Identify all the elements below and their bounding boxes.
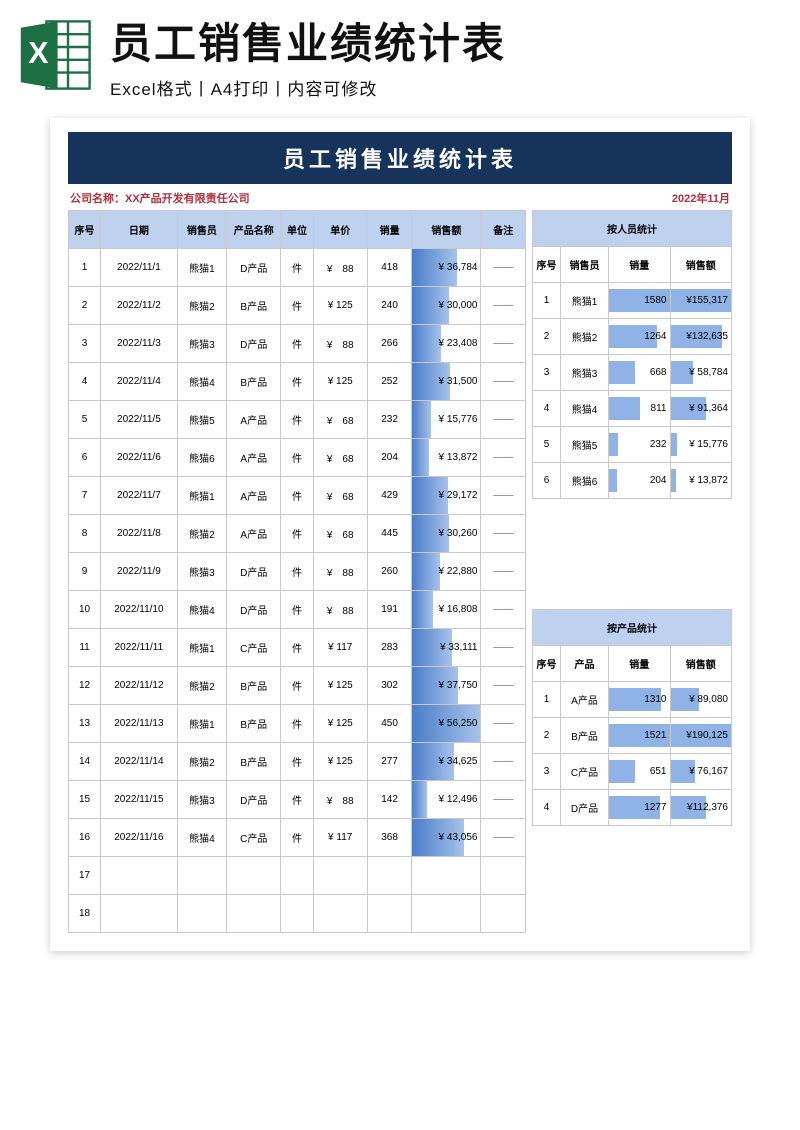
sales-amount-cell (412, 857, 481, 895)
sales-amount-cell: ¥ 30,260 (412, 515, 481, 553)
main-table: 序号日期销售员产品名称单位单价销量销售额备注 12022/11/1熊猫1D产品件… (68, 210, 526, 933)
main-col-header: 销售员 (177, 211, 226, 249)
table-row: 152022/11/15熊猫3D产品件¥ 88142¥ 12,496—— (69, 781, 526, 819)
table-row: 162022/11/16熊猫4C产品件¥ 117368¥ 43,056—— (69, 819, 526, 857)
table-row: 62022/11/6熊猫6A产品件¥ 68204¥ 13,872—— (69, 439, 526, 477)
sales-amount-cell: ¥ 29,172 (412, 477, 481, 515)
sales-amount-cell: ¥ 43,056 (412, 819, 481, 857)
excel-icon: X (16, 15, 96, 95)
table-row: 3熊猫3668¥ 58,784 (533, 355, 732, 391)
table-row: 2B产品1521¥190,125 (533, 718, 732, 754)
table-row: 72022/11/7熊猫1A产品件¥ 68429¥ 29,172—— (69, 477, 526, 515)
product-stats-table: 按产品统计 序号产品销量销售额 1A产品1310¥ 89,0802B产品1521… (532, 609, 732, 826)
main-col-header: 销售额 (412, 211, 481, 249)
main-col-header: 单位 (281, 211, 313, 249)
sales-amount-cell: ¥ 34,625 (412, 743, 481, 781)
sales-amount-cell: ¥ 12,496 (412, 781, 481, 819)
svg-text:X: X (28, 36, 48, 70)
table-row: 1A产品1310¥ 89,080 (533, 682, 732, 718)
table-row: 32022/11/3熊猫3D产品件¥ 88266¥ 23,408—— (69, 325, 526, 363)
main-col-header: 序号 (69, 211, 101, 249)
table-row: 122022/11/12熊猫2B产品件¥ 125302¥ 37,750—— (69, 667, 526, 705)
table-row: 1熊猫11580¥155,317 (533, 283, 732, 319)
person-stats-table: 按人员统计 序号销售员销量销售额 1熊猫11580¥155,3172熊猫2126… (532, 210, 732, 499)
sheet-title: 员工销售业绩统计表 (68, 132, 732, 184)
main-col-header: 备注 (481, 211, 526, 249)
table-row: 22022/11/2熊猫2B产品件¥ 125240¥ 30,000—— (69, 287, 526, 325)
table-row: 52022/11/5熊猫5A产品件¥ 68232¥ 15,776—— (69, 401, 526, 439)
table-row: 6熊猫6204¥ 13,872 (533, 463, 732, 499)
sales-amount-cell: ¥ 16,808 (412, 591, 481, 629)
sales-amount-cell: ¥ 30,000 (412, 287, 481, 325)
sales-amount-cell: ¥ 15,776 (412, 401, 481, 439)
banner: X 员工销售业绩统计表 Excel格式丨A4打印丨内容可修改 (0, 0, 800, 104)
table-row: 18 (69, 895, 526, 933)
table-row: 4熊猫4811¥ 91,364 (533, 391, 732, 427)
worksheet-page: 员工销售业绩统计表 公司名称：XX产品开发有限责任公司 2022年11月 序号日… (50, 118, 750, 951)
table-row: 3C产品651¥ 76,167 (533, 754, 732, 790)
sales-amount-cell: ¥ 22,880 (412, 553, 481, 591)
table-row: 4D产品1277¥112,376 (533, 790, 732, 826)
sales-amount-cell: ¥ 23,408 (412, 325, 481, 363)
sales-amount-cell: ¥ 37,750 (412, 667, 481, 705)
table-row: 12022/11/1熊猫1D产品件¥ 88418¥ 36,784—— (69, 249, 526, 287)
table-row: 17 (69, 857, 526, 895)
sales-amount-cell: ¥ 56,250 (412, 705, 481, 743)
banner-title: 员工销售业绩统计表 (110, 10, 506, 71)
person-stats-title: 按人员统计 (533, 211, 732, 247)
date-label: 2022年11月 (672, 190, 730, 206)
sales-amount-cell (412, 895, 481, 933)
table-row: 112022/11/11熊猫1C产品件¥ 117283¥ 33,111—— (69, 629, 526, 667)
banner-subtitle: Excel格式丨A4打印丨内容可修改 (110, 75, 506, 100)
sales-amount-cell: ¥ 13,872 (412, 439, 481, 477)
table-row: 102022/11/10熊猫4D产品件¥ 88191¥ 16,808—— (69, 591, 526, 629)
main-col-header: 日期 (101, 211, 178, 249)
main-col-header: 产品名称 (227, 211, 281, 249)
table-row: 132022/11/13熊猫1B产品件¥ 125450¥ 56,250—— (69, 705, 526, 743)
product-stats-title: 按产品统计 (533, 610, 732, 646)
sales-amount-cell: ¥ 33,111 (412, 629, 481, 667)
table-row: 92022/11/9熊猫3D产品件¥ 88260¥ 22,880—— (69, 553, 526, 591)
table-row: 42022/11/4熊猫4B产品件¥ 125252¥ 31,500—— (69, 363, 526, 401)
table-row: 142022/11/14熊猫2B产品件¥ 125277¥ 34,625—— (69, 743, 526, 781)
table-row: 82022/11/8熊猫2A产品件¥ 68445¥ 30,260—— (69, 515, 526, 553)
main-col-header: 单价 (313, 211, 367, 249)
sales-amount-cell: ¥ 36,784 (412, 249, 481, 287)
table-row: 2熊猫21264¥132,635 (533, 319, 732, 355)
company-label: 公司名称：XX产品开发有限责任公司 (70, 190, 250, 206)
main-col-header: 销量 (367, 211, 411, 249)
sales-amount-cell: ¥ 31,500 (412, 363, 481, 401)
table-row: 5熊猫5232¥ 15,776 (533, 427, 732, 463)
